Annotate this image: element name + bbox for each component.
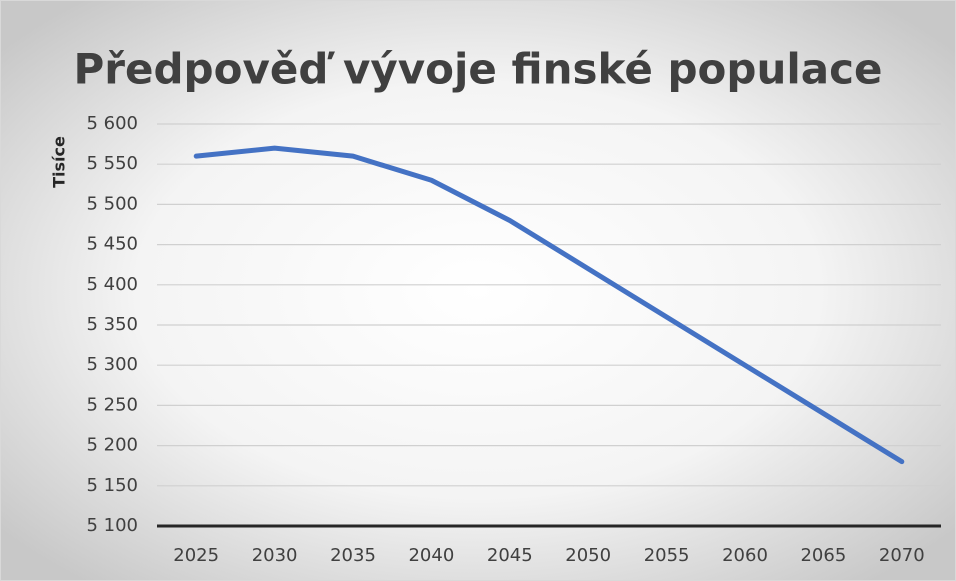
x-tick-label: 2035: [330, 545, 376, 566]
x-tick-label: 2060: [722, 545, 768, 566]
y-axis-label: Tisíce: [50, 136, 69, 188]
y-tick-label: 5 400: [86, 274, 138, 295]
x-tick-label: 2065: [800, 545, 846, 566]
x-tick-label: 2050: [565, 545, 611, 566]
data-line: [193, 145, 905, 465]
y-tick-label: 5 550: [86, 153, 138, 174]
x-tick-label: 2045: [487, 545, 533, 566]
x-tick-label: 2070: [879, 545, 925, 566]
x-tick-label: 2040: [408, 545, 454, 566]
y-tick-label: 5 450: [86, 234, 138, 255]
y-tick-label: 5 250: [86, 394, 138, 415]
x-tick-label: 2025: [173, 545, 219, 566]
x-tick-label: 2030: [252, 545, 298, 566]
y-tick-label: 5 300: [86, 354, 138, 375]
x-tick-label: 2055: [644, 545, 690, 566]
y-tick-label: 5 100: [86, 515, 138, 536]
y-tick-label: 5 200: [86, 435, 138, 456]
chart-title: Předpověď vývoje finské populace: [74, 45, 883, 94]
y-tick-label: 5 150: [86, 475, 138, 496]
y-tick-label: 5 600: [86, 113, 138, 134]
y-tick-label: 5 350: [86, 314, 138, 335]
y-tick-label: 5 500: [86, 193, 138, 214]
